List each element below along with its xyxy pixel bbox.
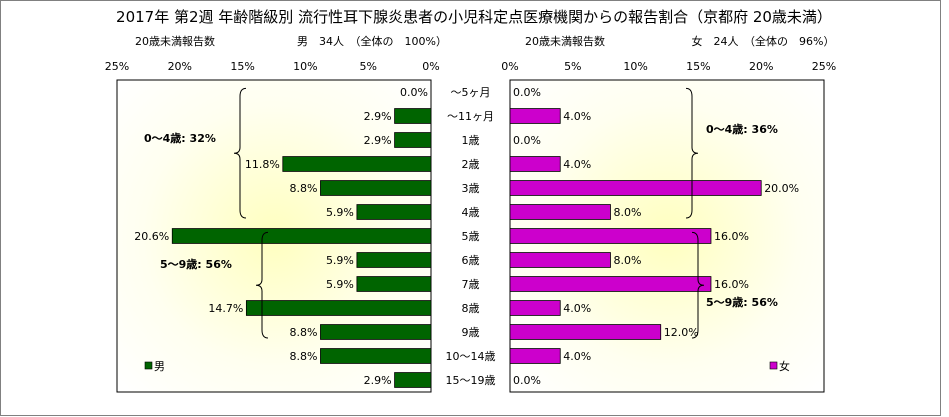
- x-tick-label: 20%: [168, 60, 192, 73]
- data-label: 0.0%: [513, 86, 541, 99]
- bar-female: [509, 324, 662, 340]
- data-label: 14.7%: [208, 302, 243, 315]
- category-label: 8歳: [462, 302, 480, 315]
- category-label: 1歳: [462, 134, 480, 147]
- series-header-label: 20歳未満報告数: [525, 35, 605, 48]
- x-tick-label: 5%: [564, 60, 581, 73]
- x-tick-label: 0%: [501, 60, 518, 73]
- category-label: 3歳: [462, 182, 480, 195]
- legend-label: 女: [779, 359, 790, 373]
- data-label: 0.0%: [400, 86, 428, 99]
- legend-swatch: [144, 361, 153, 370]
- data-label: 5.9%: [326, 206, 354, 219]
- data-label: 4.0%: [563, 110, 591, 123]
- legend-label: 男: [154, 360, 165, 373]
- x-tick-label: 15%: [686, 60, 710, 73]
- data-label: 16.0%: [714, 278, 749, 291]
- bar-male: [356, 276, 432, 292]
- bar-female: [509, 204, 611, 220]
- bar-male: [356, 252, 432, 268]
- data-label: 2.9%: [364, 110, 392, 123]
- x-tick-label: 25%: [105, 60, 129, 73]
- data-label: 16.0%: [714, 230, 749, 243]
- data-label: 2.9%: [364, 374, 392, 387]
- bar-male: [394, 108, 432, 124]
- bar-female: [509, 108, 561, 124]
- bar-female: [509, 276, 712, 292]
- category-label: 10～14歳: [446, 350, 496, 363]
- data-label: 0.0%: [513, 374, 541, 387]
- bar-male: [394, 132, 432, 148]
- category-label: 5歳: [462, 230, 480, 243]
- category-label: ～5ヶ月: [451, 86, 491, 99]
- age-group-label: 5～9歳: 56%: [160, 257, 232, 271]
- data-label: 4.0%: [563, 158, 591, 171]
- age-group-label: 0～4歳: 36%: [706, 122, 778, 136]
- age-group-label: 5～9歳: 56%: [706, 295, 778, 309]
- bar-male: [245, 300, 432, 316]
- category-label: 4歳: [462, 206, 480, 219]
- category-label: 6歳: [462, 254, 480, 267]
- age-group-bracket: [233, 87, 247, 219]
- age-group-bracket: [691, 231, 705, 339]
- bar-male: [356, 204, 432, 220]
- data-label: 2.9%: [364, 134, 392, 147]
- x-tick-label: 25%: [812, 60, 836, 73]
- x-tick-label: 10%: [623, 60, 647, 73]
- data-label: 8.0%: [613, 206, 641, 219]
- bar-male: [282, 156, 432, 172]
- legend-swatch: [769, 361, 778, 370]
- data-label: 11.8%: [245, 158, 280, 171]
- x-tick-label: 5%: [359, 60, 376, 73]
- data-label: 20.6%: [134, 230, 169, 243]
- x-tick-label: 15%: [230, 60, 254, 73]
- bar-male: [320, 348, 432, 364]
- age-group-label: 0～4歳: 32%: [144, 131, 216, 145]
- series-header-label: 20歳未満報告数: [135, 35, 215, 48]
- data-label: 8.0%: [613, 254, 641, 267]
- age-group-bracket: [255, 231, 269, 339]
- data-label: 20.0%: [764, 182, 799, 195]
- bar-male: [171, 228, 432, 244]
- age-group-bracket: [685, 87, 699, 219]
- bar-female: [509, 252, 611, 268]
- series-header-count: 男 34人 （全体の 100%）: [297, 34, 447, 48]
- chart-title: 2017年 第2週 年齢階級別 流行性耳下腺炎患者の小児科定点医療機関からの報告…: [116, 8, 832, 26]
- bar-female: [509, 228, 712, 244]
- data-label: 4.0%: [563, 350, 591, 363]
- data-label: 5.9%: [326, 254, 354, 267]
- data-label: 12.0%: [664, 326, 699, 339]
- bar-female: [509, 180, 762, 196]
- series-header-count: 女 24人 （全体の 96%）: [692, 34, 835, 48]
- bar-male: [320, 324, 432, 340]
- category-label: 15～19歳: [446, 374, 496, 387]
- bar-female: [509, 300, 561, 316]
- bar-male: [320, 180, 432, 196]
- data-label: 8.8%: [290, 326, 318, 339]
- x-tick-label: 20%: [749, 60, 773, 73]
- data-label: 4.0%: [563, 302, 591, 315]
- category-label: 2歳: [462, 158, 480, 171]
- bar-male: [394, 372, 432, 388]
- category-label: 7歳: [462, 278, 480, 291]
- category-label: ～11ヶ月: [447, 110, 494, 123]
- category-label: 9歳: [462, 326, 480, 339]
- x-tick-label: 0%: [422, 60, 439, 73]
- data-label: 5.9%: [326, 278, 354, 291]
- data-label: 0.0%: [513, 134, 541, 147]
- bar-female: [509, 348, 561, 364]
- data-label: 8.8%: [290, 350, 318, 363]
- x-tick-label: 10%: [293, 60, 317, 73]
- data-label: 8.8%: [290, 182, 318, 195]
- bar-female: [509, 156, 561, 172]
